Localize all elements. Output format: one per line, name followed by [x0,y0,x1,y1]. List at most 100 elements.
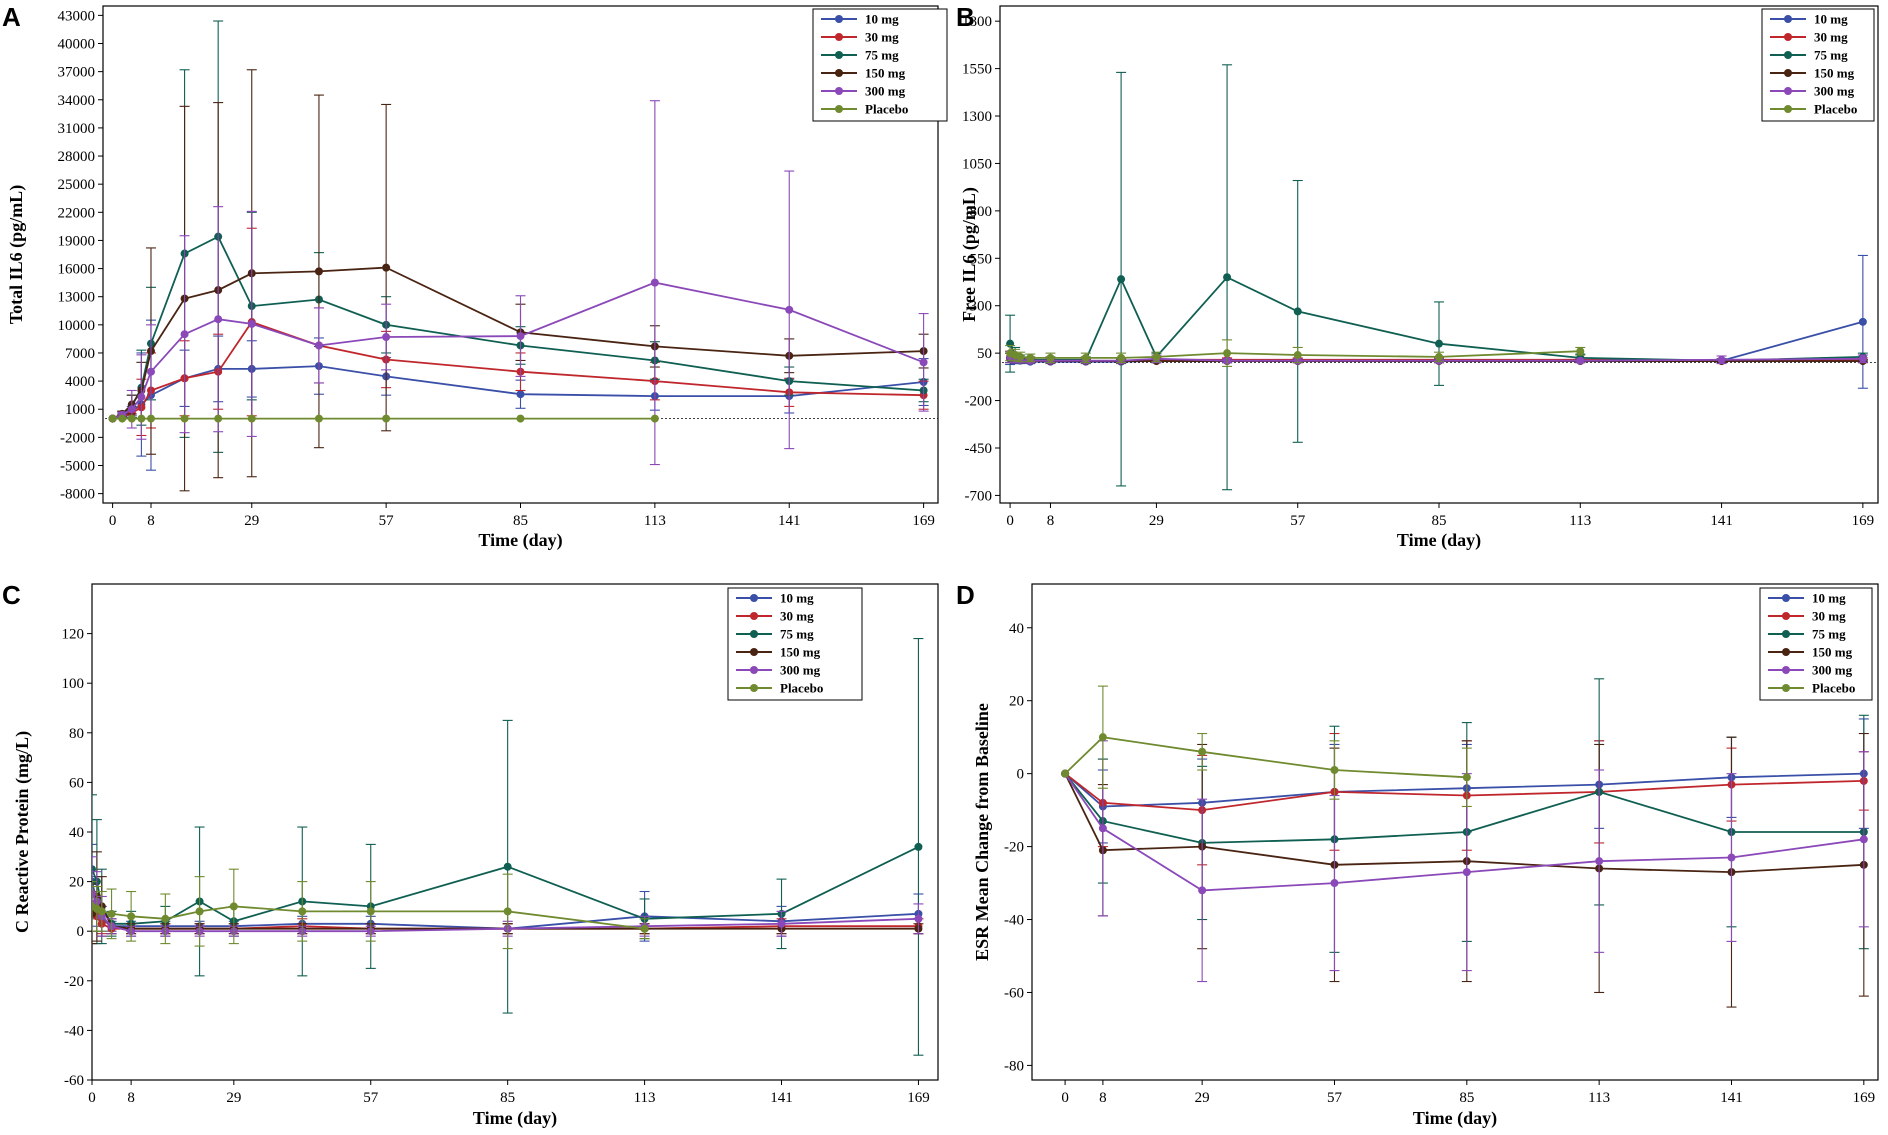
legend-box [727,587,863,701]
panel-c: C -60 -40 -20 0 20 40 60 80 100 120 0 8 29 57 85 113 141 1… [2,580,939,1129]
data-point [650,414,659,423]
y-tick-label: 31000 [58,121,96,137]
data-point [1198,886,1207,895]
x-tick-label: 29 [226,1090,241,1106]
legend-swatch-marker [835,69,843,77]
data-point [1016,352,1025,361]
y-axis-title: C Reactive Protein (mg/L) [12,731,33,933]
y-tick-label: 1300 [962,109,992,125]
data-point [382,414,391,423]
data-point [195,907,204,916]
legend-swatch-marker [1784,33,1792,41]
data-point [1462,868,1471,877]
x-tick-label: 0 [109,513,117,529]
x-tick-label: 141 [778,513,801,529]
series-placebo [1005,339,1586,367]
legend-item: 150 mg [1770,66,1855,81]
y-tick-label: -450 [965,441,993,457]
data-point [1223,273,1232,282]
data-point [1223,349,1232,358]
legend-label: 300 mg [865,84,906,99]
data-point [247,414,256,423]
data-point [503,907,512,916]
data-point [1727,853,1736,862]
data-point [247,319,256,328]
x-tick-label: 0 [88,1090,96,1106]
legend-label: 300 mg [780,663,821,678]
legend-item: Placebo [1768,681,1855,696]
x-tick-label: 85 [1459,1090,1474,1106]
x-tick-label: 113 [1588,1090,1610,1106]
legend: 10 mg 30 mg 75 mg 150 mg 300 mg Placebo [727,587,863,701]
data-point [1293,307,1302,316]
y-tick-label: 300 [970,299,993,315]
legend-box [1761,8,1875,122]
series-10-mg [1061,718,1869,848]
legend-swatch-marker [835,33,843,41]
panel-letter: D [956,580,975,610]
legend-swatch-marker [750,666,758,674]
series-line [112,281,924,420]
plot-area [1061,678,1869,1008]
plot-area [92,638,924,1056]
data-point [1330,879,1339,888]
data-point [107,909,116,918]
x-tick-label: 169 [907,1090,930,1106]
data-point [108,414,117,423]
y-tick-label: 19000 [58,233,96,249]
x-tick-label: 113 [644,513,666,529]
legend-item: 150 mg [821,66,906,81]
y-tick-label: -200 [965,394,993,410]
legend-swatch-marker [1782,666,1790,674]
y-tick-label: 550 [970,251,993,267]
legend-item: 75 mg [736,627,814,642]
legend-label: 30 mg [865,30,899,45]
data-point [919,358,928,367]
y-tick-label: 25000 [58,177,96,193]
y-axis-title: Total IL6 (pg/mL) [6,185,27,324]
legend-swatch-marker [750,594,758,602]
y-tick-label: -700 [965,488,993,504]
data-point [1858,354,1867,363]
legend: 10 mg 30 mg 75 mg 150 mg 300 mg Placebo [812,8,948,122]
y-tick-label: 40 [1009,621,1024,637]
legend-label: 75 mg [865,48,899,63]
x-tick-label: 169 [912,513,935,529]
legend-item: 10 mg [736,591,814,606]
y-tick-label: 7000 [65,346,95,362]
legend-item: 75 mg [1770,48,1848,63]
y-tick-label: -5000 [60,458,95,474]
x-tick-label: 141 [770,1090,793,1106]
y-tick-label: 1800 [962,14,992,30]
legend-label: 150 mg [780,645,821,660]
data-point [1330,766,1339,774]
legend-item: 30 mg [736,609,814,624]
panel-letter: A [2,2,21,32]
legend-swatch-marker [1784,51,1792,59]
data-point [314,341,323,350]
x-tick-label: 57 [379,513,395,529]
legend-label: 150 mg [1812,645,1853,660]
y-tick-label: 10000 [58,318,96,334]
legend-item: 75 mg [821,48,899,63]
legend-item: 300 mg [1768,663,1853,678]
series-line [1064,736,1467,779]
data-point [785,305,794,314]
y-tick-label: 20 [69,875,84,891]
data-point [1717,355,1726,364]
y-tick-label: -40 [64,1023,84,1039]
x-tick-label: 57 [1290,513,1306,529]
data-point [777,919,786,928]
data-point [503,862,512,871]
y-tick-label: 22000 [58,205,96,221]
legend-item: 150 mg [736,645,821,660]
legend-item: 30 mg [821,30,899,45]
legend-item: 300 mg [821,84,906,99]
legend-item: 300 mg [1770,84,1855,99]
panel-a: A -8000 -5000 -2000 1000 4000 7000 10000 13000 16… [2,2,948,551]
y-tick-label: 34000 [58,93,96,109]
data-point [146,414,155,423]
plot-frame [1031,583,1879,1081]
y-tick-label: -2000 [60,430,95,446]
y-tick-label: 100 [62,676,85,692]
